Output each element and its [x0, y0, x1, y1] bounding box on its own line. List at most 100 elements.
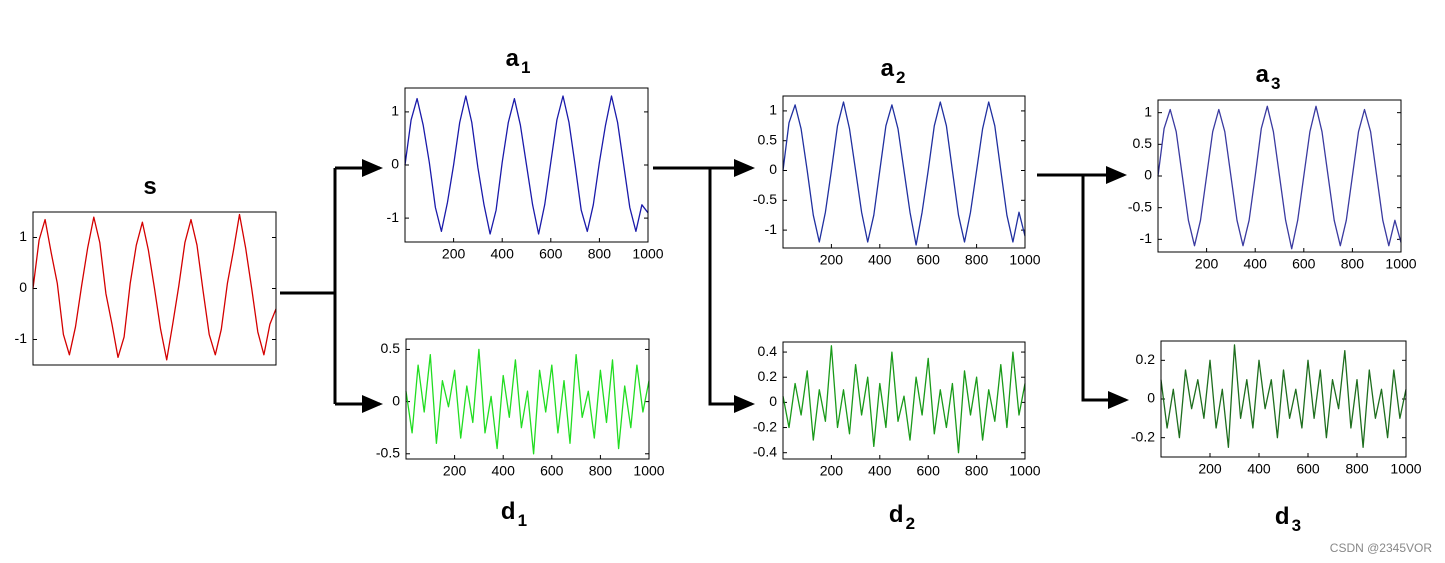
x-tick-label: 200 [1198, 461, 1222, 477]
y-tick-label: 0.5 [1133, 135, 1153, 151]
signal [404, 95, 649, 235]
x-tick-label: 1000 [1009, 463, 1040, 479]
x-tick-label: 600 [1292, 256, 1316, 272]
y-tick-label: 1 [769, 102, 777, 118]
plot-panel: -0.2 0 0.2 200 400 600 800 1000 d 3 [1131, 340, 1422, 535]
x-tick-label: 1000 [1009, 252, 1040, 268]
x-tick-label: 600 [540, 463, 564, 479]
y-tick-label: -1 [1140, 230, 1153, 246]
x-tick-label: 200 [1195, 256, 1219, 272]
plot-frame [405, 338, 650, 460]
y-tick-label: -1 [387, 209, 400, 225]
y-tick-label: 0 [769, 393, 777, 409]
y-tick-label: 0 [391, 156, 399, 172]
plot-panel: -1 -0.5 0 0.5 1 200 400 600 800 1000 a 3 [1128, 61, 1417, 271]
plot-frame [782, 95, 1026, 249]
y-tick-label: 1 [391, 103, 399, 119]
y-tick-label: 0 [1144, 167, 1152, 183]
y-tick-label: -0.5 [1128, 198, 1152, 214]
arrow [1081, 175, 1129, 409]
x-tick-label: 1000 [1385, 256, 1416, 272]
title-letter: a [881, 55, 895, 82]
title-letter: d [889, 501, 904, 528]
x-tick-label: 200 [820, 252, 844, 268]
x-tick-label: 800 [965, 463, 989, 479]
x-tick-label: 600 [917, 463, 941, 479]
title-letter: a [1256, 61, 1270, 88]
x-tick-label: 200 [443, 463, 467, 479]
y-tick-label: 1 [1144, 103, 1152, 119]
plot-frame [1157, 99, 1402, 253]
plot-panel: -1 -0.5 0 0.5 1 200 400 600 800 1000 a 2 [753, 55, 1041, 267]
y-tick-label: 0.5 [381, 340, 401, 356]
plot-frame [404, 87, 649, 243]
title-letter: d [1275, 503, 1290, 530]
x-tick-label: 800 [589, 463, 613, 479]
signal [782, 101, 1026, 246]
y-tick-label: 0.5 [758, 131, 778, 147]
plot-frame [1160, 340, 1407, 458]
y-tick-label: -0.4 [753, 443, 777, 459]
y-tick-label: 0 [769, 161, 777, 177]
connector [280, 168, 337, 404]
x-tick-label: 200 [820, 463, 844, 479]
x-tick-label: 600 [1296, 461, 1320, 477]
y-tick-label: -0.5 [753, 191, 777, 207]
x-tick-label: 400 [868, 463, 892, 479]
y-tick-label: -0.2 [753, 418, 777, 434]
y-tick-label: -1 [15, 330, 28, 346]
signal [1157, 105, 1402, 250]
y-tick-label: -1 [765, 221, 778, 237]
x-tick-label: 1000 [632, 246, 663, 262]
title-letter: d [501, 498, 516, 525]
title-letter: s [143, 173, 156, 200]
plot-frame [32, 211, 277, 366]
x-tick-label: 600 [539, 246, 563, 262]
y-tick-label: 0 [392, 392, 400, 408]
title-subscript: 3 [1271, 74, 1280, 93]
y-tick-label: 0.2 [758, 368, 778, 384]
arrow [708, 168, 755, 413]
y-tick-label: 0 [19, 279, 27, 295]
title-subscript: 2 [906, 514, 915, 533]
title-letter: a [506, 45, 520, 72]
title-subscript: 3 [1292, 516, 1301, 535]
signal [782, 345, 1026, 454]
y-tick-label: -0.2 [1131, 428, 1155, 444]
plot-background [406, 339, 649, 459]
x-tick-label: 800 [1345, 461, 1369, 477]
y-tick-label: 1 [19, 228, 27, 244]
x-tick-label: 800 [588, 246, 612, 262]
y-tick-label: 0.4 [758, 343, 778, 359]
x-tick-label: 1000 [1390, 461, 1421, 477]
x-tick-label: 400 [492, 463, 516, 479]
x-tick-label: 400 [1244, 256, 1268, 272]
y-tick-label: -0.5 [376, 444, 400, 460]
x-tick-label: 600 [917, 252, 941, 268]
title-subscript: 1 [521, 58, 530, 77]
panel-title: s [143, 173, 156, 200]
plot-panel: -1 0 1 s [15, 173, 277, 366]
x-tick-label: 800 [965, 252, 989, 268]
plot-panel: -0.5 0 0.5 200 400 600 800 1000 d 1 [376, 338, 665, 530]
x-tick-label: 800 [1341, 256, 1365, 272]
x-tick-label: 1000 [633, 463, 664, 479]
plot-panel: -0.4 -0.2 0 0.2 0.4 200 400 600 800 1000 d 2 [753, 341, 1041, 533]
x-tick-label: 400 [491, 246, 515, 262]
y-tick-label: 0.2 [1136, 351, 1156, 367]
y-tick-label: 0 [1147, 390, 1155, 406]
plot-frame [782, 341, 1026, 460]
x-tick-label: 400 [868, 252, 892, 268]
signal [1160, 344, 1407, 448]
connectors [280, 159, 1129, 413]
title-subscript: 2 [896, 68, 905, 87]
signal [405, 348, 650, 455]
